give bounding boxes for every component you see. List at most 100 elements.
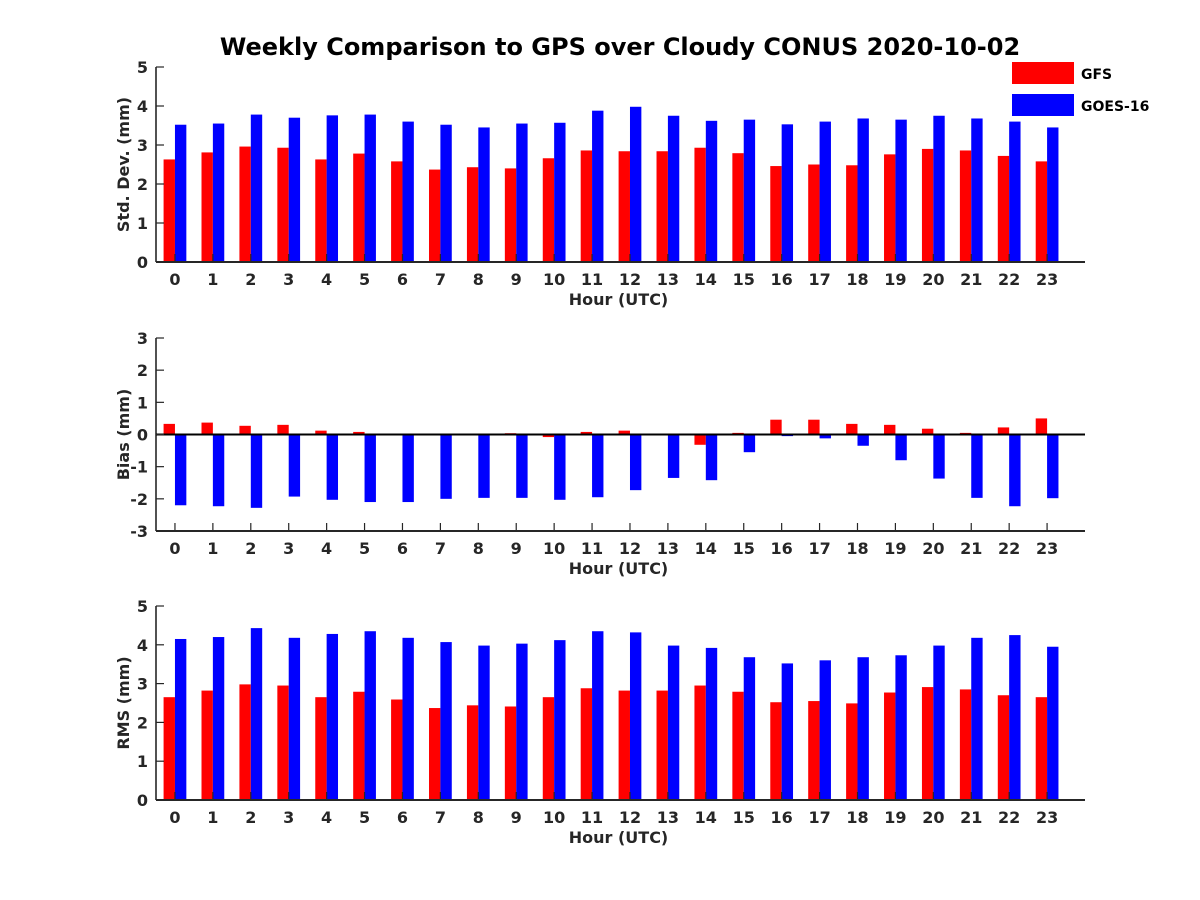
x-tick-label: 14	[695, 808, 717, 827]
bar-stddev-gfs-13	[656, 151, 668, 262]
bar-rms-goes16-21	[971, 637, 983, 800]
x-tick-label: 10	[543, 539, 565, 558]
bar-stddev-goes16-4	[326, 115, 339, 262]
bar-rms-gfs-4	[315, 697, 327, 800]
bar-bias-gfs-19	[884, 424, 896, 435]
bar-stddev-gfs-9	[504, 168, 517, 262]
bar-rms-goes16-9	[516, 643, 528, 800]
x-tick-label: 5	[359, 539, 370, 558]
bar-bias-gfs-22	[997, 427, 1010, 435]
y-tick-label: 0	[137, 426, 148, 445]
legend-swatch-gfs	[1012, 62, 1074, 84]
x-tick-label: 17	[808, 539, 830, 558]
bar-rms-goes16-3	[288, 637, 301, 800]
bar-bias-goes16-2	[250, 434, 263, 508]
y-tick-label: 2	[137, 361, 148, 380]
x-tick-label: 19	[884, 808, 906, 827]
y-tick-label: 1	[137, 752, 148, 771]
bar-rms-goes16-8	[478, 645, 490, 800]
y-axis-label: Bias (mm)	[114, 389, 133, 481]
bar-rms-gfs-17	[808, 701, 820, 800]
bar-rms-goes16-4	[326, 633, 339, 800]
bar-stddev-goes16-7	[440, 124, 452, 262]
y-tick-label: 1	[137, 214, 148, 233]
y-tick-label: 3	[137, 136, 148, 155]
x-tick-label: 15	[733, 808, 755, 827]
bar-stddev-gfs-1	[201, 152, 213, 262]
x-tick-label: 4	[321, 808, 332, 827]
bar-stddev-goes16-14	[705, 120, 718, 262]
x-tick-label: 20	[922, 270, 944, 289]
x-tick-label: 3	[283, 270, 294, 289]
chart-title: Weekly Comparison to GPS over Cloudy CON…	[220, 33, 1020, 61]
bar-stddev-gfs-22	[997, 155, 1010, 262]
bar-rms-gfs-6	[391, 699, 403, 800]
bar-rms-goes16-19	[895, 655, 907, 800]
bar-bias-goes16-0	[174, 434, 187, 506]
bar-rms-gfs-3	[277, 685, 289, 800]
x-tick-label: 7	[435, 270, 446, 289]
bar-rms-goes16-11	[592, 631, 604, 800]
bar-bias-goes16-6	[402, 434, 414, 503]
x-tick-label: 18	[846, 808, 868, 827]
bar-stddev-goes16-21	[971, 118, 983, 262]
x-tick-label: 20	[922, 539, 944, 558]
x-tick-label: 21	[960, 808, 982, 827]
bar-stddev-goes16-16	[781, 124, 794, 262]
bar-stddev-gfs-11	[580, 150, 593, 262]
bar-stddev-gfs-21	[959, 150, 972, 262]
legend-label-goes16: GOES-16	[1081, 99, 1149, 115]
bar-bias-goes16-3	[288, 434, 301, 497]
x-tick-label: 6	[397, 808, 408, 827]
bar-bias-goes16-11	[592, 434, 604, 498]
bar-bias-goes16-12	[629, 434, 642, 491]
bar-rms-gfs-0	[163, 697, 175, 800]
bar-stddev-goes16-15	[743, 119, 756, 263]
x-tick-label: 13	[657, 539, 679, 558]
bar-stddev-goes16-19	[895, 119, 907, 263]
bar-stddev-gfs-14	[694, 147, 706, 262]
bar-bias-goes16-7	[440, 434, 452, 499]
x-tick-label: 7	[435, 539, 446, 558]
bar-bias-gfs-0	[163, 423, 175, 435]
y-axis-label: Std. Dev. (mm)	[114, 97, 133, 232]
bar-rms-gfs-14	[694, 685, 706, 800]
x-tick-label: 7	[435, 808, 446, 827]
bar-rms-gfs-23	[1035, 697, 1048, 800]
x-tick-label: 16	[771, 270, 793, 289]
bar-rms-goes16-1	[212, 637, 225, 800]
bar-bias-goes16-15	[743, 434, 756, 453]
x-tick-label: 10	[543, 270, 565, 289]
legend-swatch-goes16	[1012, 94, 1074, 116]
bar-rms-goes16-18	[857, 657, 869, 800]
x-axis-label: Hour (UTC)	[569, 290, 669, 309]
bar-stddev-goes16-20	[933, 115, 945, 262]
bar-rms-goes16-2	[250, 628, 263, 800]
bar-bias-gfs-17	[808, 419, 820, 435]
y-tick-label: 0	[137, 253, 148, 272]
x-tick-label: 12	[619, 808, 641, 827]
bar-rms-goes16-0	[174, 638, 187, 800]
x-tick-label: 22	[998, 539, 1020, 558]
bar-stddev-goes16-18	[857, 118, 869, 262]
x-tick-label: 11	[581, 808, 603, 827]
bar-bias-goes16-14	[705, 434, 718, 481]
bar-rms-gfs-19	[884, 692, 896, 800]
bar-bias-goes16-10	[554, 434, 566, 500]
x-tick-label: 8	[473, 539, 484, 558]
bar-rms-gfs-9	[504, 706, 517, 800]
bar-rms-goes16-13	[667, 645, 680, 800]
bar-rms-gfs-20	[921, 687, 934, 800]
bar-bias-goes16-5	[364, 434, 376, 503]
x-tick-label: 3	[283, 808, 294, 827]
bar-stddev-goes16-5	[364, 114, 376, 262]
bar-stddev-goes16-0	[174, 124, 187, 262]
bar-stddev-goes16-2	[250, 114, 263, 262]
x-tick-label: 21	[960, 270, 982, 289]
bar-bias-goes16-22	[1009, 434, 1021, 507]
x-tick-label: 1	[207, 539, 218, 558]
x-tick-label: 16	[771, 808, 793, 827]
y-tick-label: 0	[137, 791, 148, 810]
bar-stddev-gfs-17	[808, 164, 820, 262]
